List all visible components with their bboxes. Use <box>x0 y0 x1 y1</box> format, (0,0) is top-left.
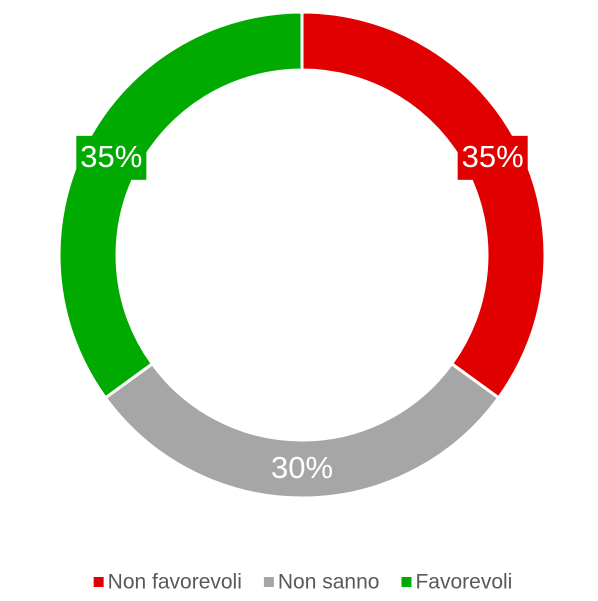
legend-label: Non favorevoli <box>108 571 242 594</box>
value-label-box <box>266 447 338 491</box>
legend: Non favorevoli Non sanno Favorevoli <box>93 571 512 594</box>
legend-label: Non sanno <box>278 571 380 594</box>
value-label-box <box>457 135 528 180</box>
donut-segment <box>57 10 304 400</box>
value-label-text: 35% <box>80 139 142 174</box>
legend-label: Favorevoli <box>415 571 512 594</box>
donut-segment <box>103 361 501 500</box>
value-label: 35% <box>457 135 528 180</box>
legend-swatch <box>93 577 104 587</box>
value-label-text: 30% <box>271 450 333 485</box>
value-label: 30% <box>266 447 338 491</box>
value-label: 35% <box>76 135 147 180</box>
donut-segment <box>300 10 547 400</box>
value-label-text: 35% <box>462 139 524 174</box>
value-label-box <box>76 135 147 180</box>
legend-swatch <box>401 577 412 587</box>
legend-swatch <box>263 577 274 587</box>
